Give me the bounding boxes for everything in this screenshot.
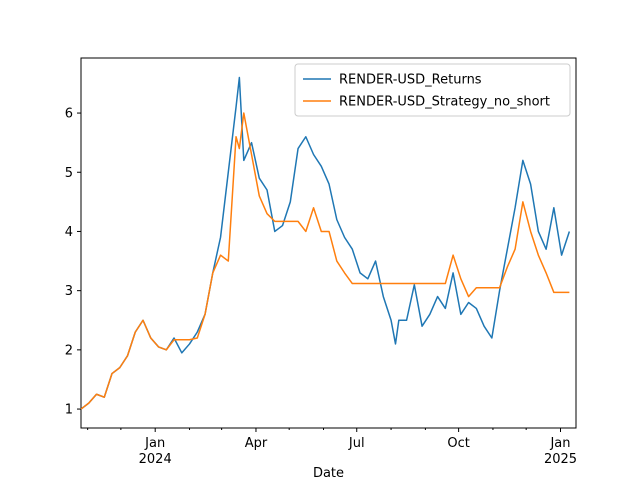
x-axis-label: Date [313, 466, 344, 480]
legend-label: RENDER-USD_Strategy_no_short [339, 95, 550, 110]
x-tick-label: Jan 2024 [139, 436, 172, 467]
series-line [80, 112, 570, 410]
y-tick-label: 6 [65, 107, 73, 122]
y-tick-label: 5 [65, 166, 73, 181]
legend-box [294, 63, 571, 117]
y-tick-label: 2 [65, 343, 73, 358]
x-tick-label: Jul [348, 436, 365, 451]
legend: RENDER-USD_Returns RENDER-USD_Strategy_no… [294, 63, 571, 117]
y-tick-label: 3 [65, 284, 73, 299]
x-tick-label: Jan 2025 [544, 436, 577, 467]
y-tick-label: 4 [65, 225, 73, 240]
x-tick-label: Oct [447, 436, 469, 451]
plot-frame [80, 57, 577, 429]
legend-label: RENDER-USD_Returns [339, 73, 482, 88]
x-tick-label: Apr [245, 436, 268, 451]
series-line [80, 76, 571, 410]
y-tick-label: 1 [65, 403, 73, 418]
